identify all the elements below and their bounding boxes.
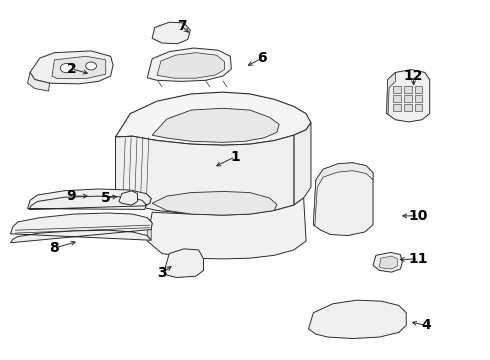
Polygon shape [387,69,430,122]
Polygon shape [147,48,231,81]
Polygon shape [415,95,422,102]
Polygon shape [404,86,412,93]
Polygon shape [167,267,176,274]
Circle shape [86,62,97,70]
Polygon shape [415,86,422,93]
Polygon shape [393,86,401,93]
Text: 1: 1 [230,150,240,164]
Polygon shape [30,51,113,84]
Circle shape [60,63,73,73]
Polygon shape [164,249,203,278]
Text: 8: 8 [49,241,59,255]
Polygon shape [143,194,151,206]
Polygon shape [10,213,152,243]
Polygon shape [27,72,49,91]
Polygon shape [314,163,373,235]
Polygon shape [309,300,406,338]
Polygon shape [152,22,190,44]
Text: 2: 2 [67,62,76,76]
Polygon shape [314,163,373,225]
Polygon shape [393,104,401,111]
Polygon shape [27,189,151,210]
Polygon shape [147,218,152,240]
Polygon shape [387,72,395,114]
Polygon shape [379,256,397,269]
Polygon shape [415,104,422,111]
Polygon shape [404,104,412,111]
Polygon shape [157,53,224,78]
Text: 5: 5 [101,191,111,205]
Polygon shape [294,123,311,205]
Polygon shape [373,252,402,272]
Text: 10: 10 [409,209,428,223]
Polygon shape [116,92,311,145]
Text: 4: 4 [421,318,431,332]
Polygon shape [116,136,133,205]
Polygon shape [152,192,277,215]
Text: 6: 6 [257,51,267,65]
Polygon shape [152,108,279,142]
Text: 9: 9 [67,189,76,203]
Polygon shape [116,135,294,215]
Polygon shape [147,198,306,259]
Polygon shape [404,95,412,102]
Text: 12: 12 [404,69,423,83]
Polygon shape [119,191,138,205]
Polygon shape [52,56,106,78]
Text: 3: 3 [157,266,167,280]
Text: 7: 7 [177,19,186,33]
Text: 11: 11 [409,252,428,266]
Polygon shape [393,95,401,102]
